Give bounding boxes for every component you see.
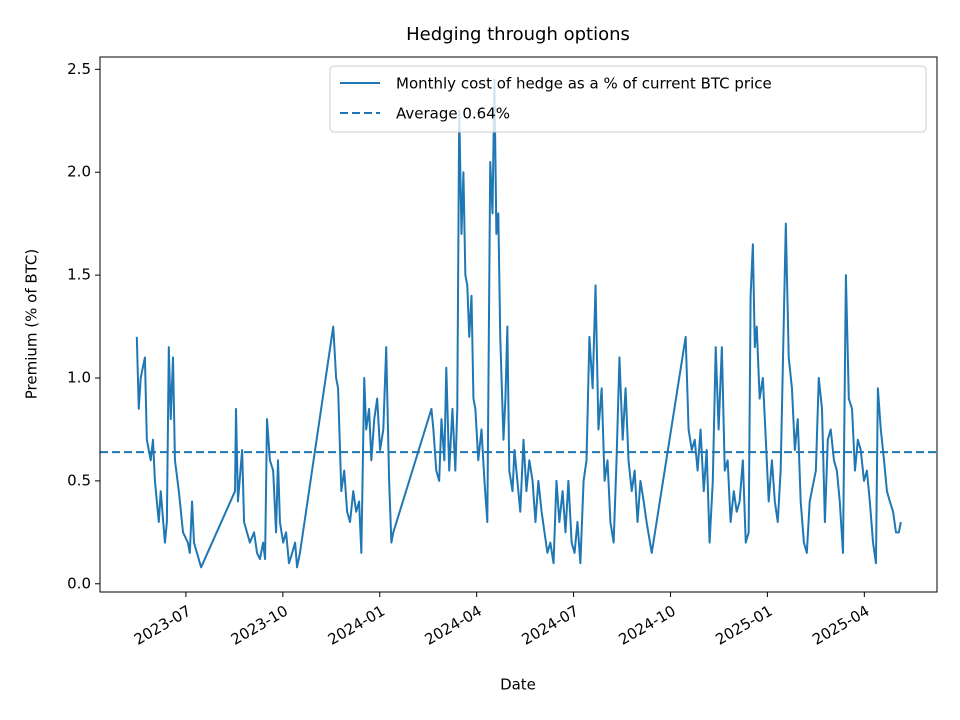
y-tick-label: 2.5	[67, 60, 91, 78]
plot-frame	[99, 56, 938, 593]
y-tick-label: 1.5	[67, 266, 91, 284]
legend-label: Monthly cost of hedge as a % of current …	[396, 75, 772, 93]
y-tick-label: 0.0	[67, 574, 91, 592]
data-line	[135, 78, 902, 569]
y-axis-label: Premium (% of BTC)	[23, 249, 41, 400]
y-tick-label: 0.5	[67, 471, 91, 489]
legend-label: Average 0.64%	[396, 105, 510, 123]
chart-title: Hedging through options	[406, 24, 630, 45]
y-tick-label: 1.0	[67, 369, 91, 387]
x-axis-label: Date	[500, 676, 536, 694]
legend-box	[329, 65, 927, 133]
legend: Monthly cost of hedge as a % of current …	[329, 65, 927, 133]
y-tick-label: 2.0	[67, 163, 91, 181]
